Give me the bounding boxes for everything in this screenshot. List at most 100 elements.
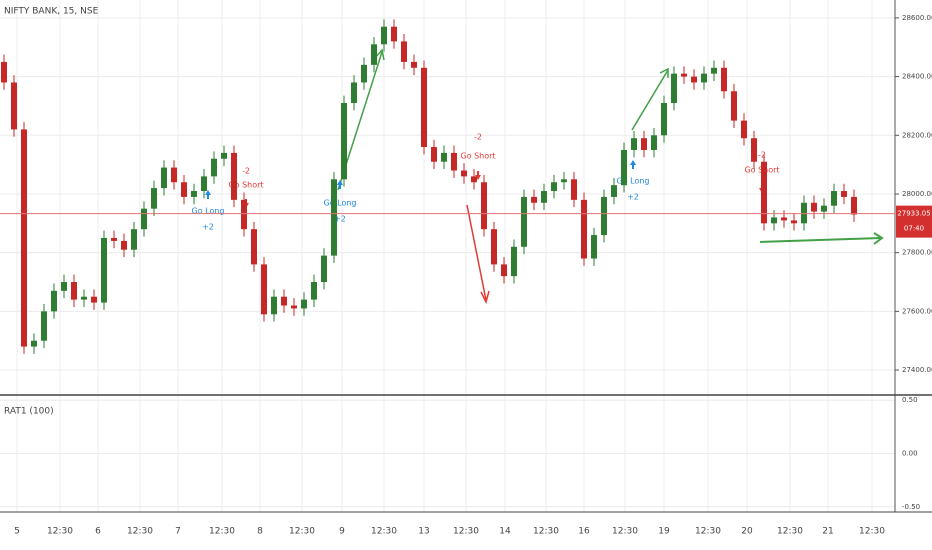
signal-label: Go Short <box>228 181 263 190</box>
candle-body <box>671 73 677 104</box>
y-tick-label: 27800.00 <box>902 249 932 257</box>
candle-body <box>801 202 807 224</box>
x-tick-label: 6 <box>95 527 101 537</box>
candle-body <box>381 26 387 45</box>
arrowhead <box>659 67 669 78</box>
x-tick-label: 12:30 <box>695 527 721 537</box>
signal-size: +2 <box>334 215 346 224</box>
x-tick-label: 21 <box>822 527 833 537</box>
candle-body <box>851 196 857 215</box>
candle-body <box>121 240 127 250</box>
candle-body <box>771 217 777 224</box>
candle-body <box>821 205 827 212</box>
candle-body <box>141 208 147 230</box>
y-tick-label: 27600.00 <box>902 307 932 315</box>
candle-body <box>491 229 497 265</box>
candle-body <box>441 152 447 162</box>
candle-body <box>751 138 757 162</box>
y-tick-label: -0.50 <box>902 503 920 511</box>
candle-body <box>411 61 417 68</box>
candle-body <box>651 135 657 150</box>
x-tick-label: 20 <box>741 527 753 537</box>
candle-body <box>591 235 597 259</box>
signal-size: -2 <box>474 133 482 142</box>
candle-body <box>391 26 397 42</box>
candle-body <box>331 179 337 256</box>
candle-body <box>581 199 587 259</box>
x-tick-label: 12:30 <box>127 527 153 537</box>
y-tick-label: 0.50 <box>902 396 918 404</box>
candle-body <box>561 179 567 183</box>
x-tick-label: 12:30 <box>859 527 885 537</box>
candle-body <box>631 138 637 150</box>
candle-body <box>251 229 257 265</box>
x-tick-label: 19 <box>658 527 670 537</box>
candle-body <box>61 282 67 291</box>
long-marker <box>205 190 211 199</box>
candle-body <box>541 191 547 203</box>
candle-body <box>661 103 667 136</box>
y-tick-label: 28200.00 <box>902 131 932 139</box>
last-price-label: 27933.05 <box>897 210 930 218</box>
arrowhead <box>480 290 490 305</box>
signal-label: Go Long <box>192 207 225 216</box>
candle-body <box>241 199 247 230</box>
candle-body <box>721 67 727 92</box>
price-axis-bg <box>895 0 932 550</box>
y-tick-label: 28400.00 <box>902 73 932 81</box>
candle-body <box>431 147 437 162</box>
x-tick-label: 12:30 <box>453 527 479 537</box>
candle-body <box>421 67 427 148</box>
candle-body <box>831 191 837 206</box>
candle-body <box>761 161 767 224</box>
candle-body <box>511 246 517 277</box>
candle-body <box>501 264 507 277</box>
candle-body <box>451 152 457 171</box>
candle-body <box>111 237 117 241</box>
candle-body <box>31 340 37 347</box>
y-tick-label: 28600.00 <box>902 14 932 22</box>
x-tick-label: 5 <box>14 527 20 537</box>
countdown-label: 07:40 <box>904 225 924 233</box>
y-tick-label: 27400.00 <box>902 366 932 374</box>
candle-body <box>311 282 317 300</box>
x-tick-label: 12:30 <box>209 527 235 537</box>
signal-size: +2 <box>627 193 639 202</box>
short-marker <box>475 171 481 180</box>
candle-body <box>301 299 307 309</box>
candle-body <box>91 296 97 303</box>
candle-body <box>371 44 377 65</box>
candle-body <box>461 170 467 177</box>
candle-body <box>281 296 287 306</box>
candle-body <box>641 138 647 150</box>
candle-body <box>481 182 487 230</box>
candle-body <box>321 255 327 283</box>
candle-body <box>261 264 267 315</box>
candle-body <box>41 311 47 341</box>
y-tick-label: 0.00 <box>902 450 918 458</box>
candle-body <box>571 179 577 200</box>
candle-body <box>181 182 187 197</box>
candle-body <box>191 191 197 197</box>
candle-body <box>231 152 237 200</box>
candle-body <box>1 61 7 83</box>
candle-body <box>171 167 177 183</box>
signal-label: Go Long <box>617 177 650 186</box>
x-tick-label: 8 <box>257 527 263 537</box>
candle-body <box>781 217 787 221</box>
candle-body <box>401 41 407 62</box>
candle-body <box>531 196 537 203</box>
candle-body <box>131 229 137 250</box>
candle-body <box>791 220 797 224</box>
candle-body <box>621 149 627 186</box>
candle-body <box>611 185 617 197</box>
candle-body <box>351 82 357 104</box>
candle-body <box>691 76 697 83</box>
candle-body <box>701 73 707 83</box>
chart-title: NIFTY BANK, 15, NSE <box>4 7 99 17</box>
candle-body <box>51 290 57 312</box>
candle-body <box>551 182 557 192</box>
